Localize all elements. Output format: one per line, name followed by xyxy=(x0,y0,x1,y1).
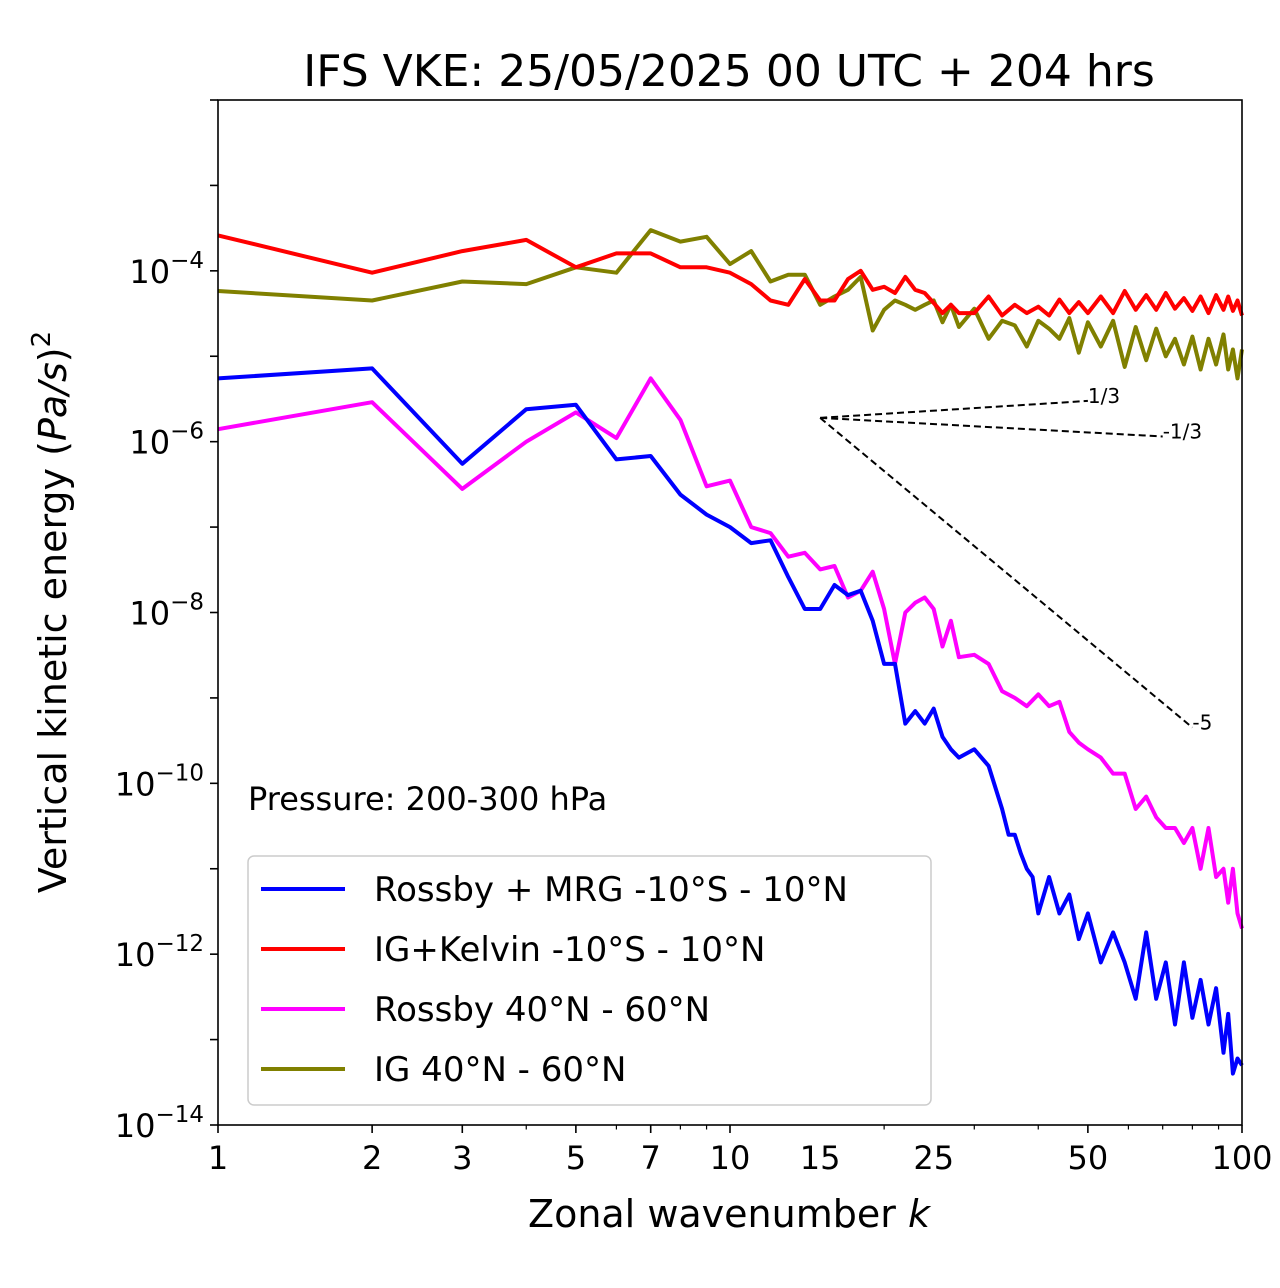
y-tick-label: 10−14 xyxy=(115,1102,204,1145)
pressure-annotation: Pressure: 200-300 hPa xyxy=(248,780,607,818)
x-tick-label: 3 xyxy=(452,1139,472,1177)
slope-layer: 1/3 -1/3 -5 xyxy=(819,384,1212,735)
slope-label-0: 1/3 xyxy=(1088,384,1120,408)
series-line-0 xyxy=(217,366,1244,1076)
series-layer xyxy=(217,228,1244,1076)
legend-label-1: IG+Kelvin -10°S - 10°N xyxy=(374,930,765,970)
legend-label-2: Rossby 40°N - 60°N xyxy=(374,990,710,1030)
legend-box xyxy=(247,855,932,1106)
x-tick-label: 1 xyxy=(208,1139,228,1177)
y-tick-label: 10−12 xyxy=(115,931,204,974)
x-tick-label: 50 xyxy=(1068,1139,1109,1177)
legend-items: Rossby + MRG -10°S - 10°N IG+Kelvin -10°S… xyxy=(261,870,848,1090)
x-axis-label: Zonal wavenumber k xyxy=(528,1192,932,1236)
y-axis-ticks: 10−4 10−6 10−8 10−10 10−12 10−14 xyxy=(115,99,218,1145)
x-tick-label: 10 xyxy=(710,1139,751,1177)
x-axis-ticks: 1 2 3 5 7 10 15 25 50 100 xyxy=(208,1125,1273,1177)
y-tick-label: 10−4 xyxy=(129,248,204,291)
x-tick-label: 2 xyxy=(362,1139,382,1177)
series-line-2 xyxy=(217,376,1244,930)
x-tick-label: 5 xyxy=(566,1139,586,1177)
slope-line-2 xyxy=(819,417,1194,729)
y-tick-label: 10−6 xyxy=(129,419,204,462)
series-line-3 xyxy=(217,228,1244,381)
y-tick-label: 10−8 xyxy=(129,590,204,633)
legend: Rossby + MRG -10°S - 10°N IG+Kelvin -10°S… xyxy=(247,855,932,1106)
x-tick-label: 25 xyxy=(913,1139,954,1177)
x-tick-label: 15 xyxy=(800,1139,841,1177)
slope-line-1 xyxy=(820,416,1163,438)
legend-label-0: Rossby + MRG -10°S - 10°N xyxy=(374,870,848,910)
series-line-1 xyxy=(217,233,1244,318)
slope-label-1: -1/3 xyxy=(1163,419,1202,443)
x-tick-label: 7 xyxy=(641,1139,661,1177)
y-tick-label: 10−10 xyxy=(115,760,204,803)
x-tick-label: 100 xyxy=(1211,1139,1272,1177)
legend-label-3: IG 40°N - 60°N xyxy=(374,1050,626,1090)
slope-line-0 xyxy=(820,399,1088,419)
y-axis-label: Vertical kinetic energy (Pa/s)2 xyxy=(27,331,75,893)
slope-label-2: -5 xyxy=(1192,711,1212,735)
chart-title: IFS VKE: 25/05/2025 00 UTC + 204 hrs xyxy=(303,46,1155,97)
